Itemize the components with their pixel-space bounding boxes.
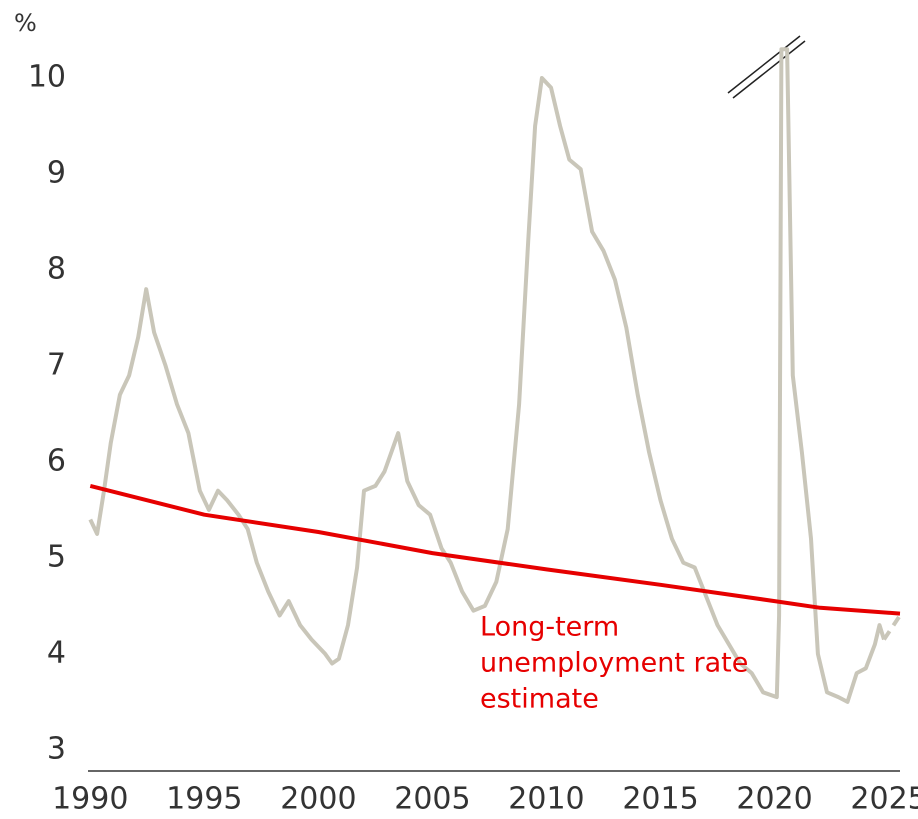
annotation: Long-term: [480, 612, 619, 643]
y-tick-label: 4: [47, 635, 66, 670]
y-tick-label: 6: [47, 443, 66, 478]
axis-break: [727, 35, 801, 94]
y-tick-label: 9: [47, 155, 66, 190]
axis-break: [732, 40, 806, 99]
x-tick-label: 2015: [622, 782, 698, 817]
y-tick-label: 10: [28, 59, 66, 94]
y-tick-label: 7: [47, 347, 66, 382]
annotation: estimate: [480, 684, 599, 715]
x-tick-label: 1990: [52, 782, 128, 817]
x-tick-label: 2025: [850, 782, 918, 817]
y-tick-label: 5: [47, 539, 66, 574]
x-tick-label: 1995: [166, 782, 242, 817]
data-line: [89, 483, 901, 616]
data-line: [88, 47, 886, 704]
y-tick-label: 3: [47, 731, 66, 766]
x-tick-label: 2000: [280, 782, 356, 817]
annotation: unemployment rate: [480, 648, 748, 679]
x-tick-label: 2005: [394, 782, 470, 817]
y-unit-label: %: [14, 9, 37, 37]
x-tick-label: 2010: [508, 782, 584, 817]
data-line: [882, 614, 902, 641]
y-tick-label: 8: [47, 251, 66, 286]
x-tick-label: 2020: [736, 782, 812, 817]
